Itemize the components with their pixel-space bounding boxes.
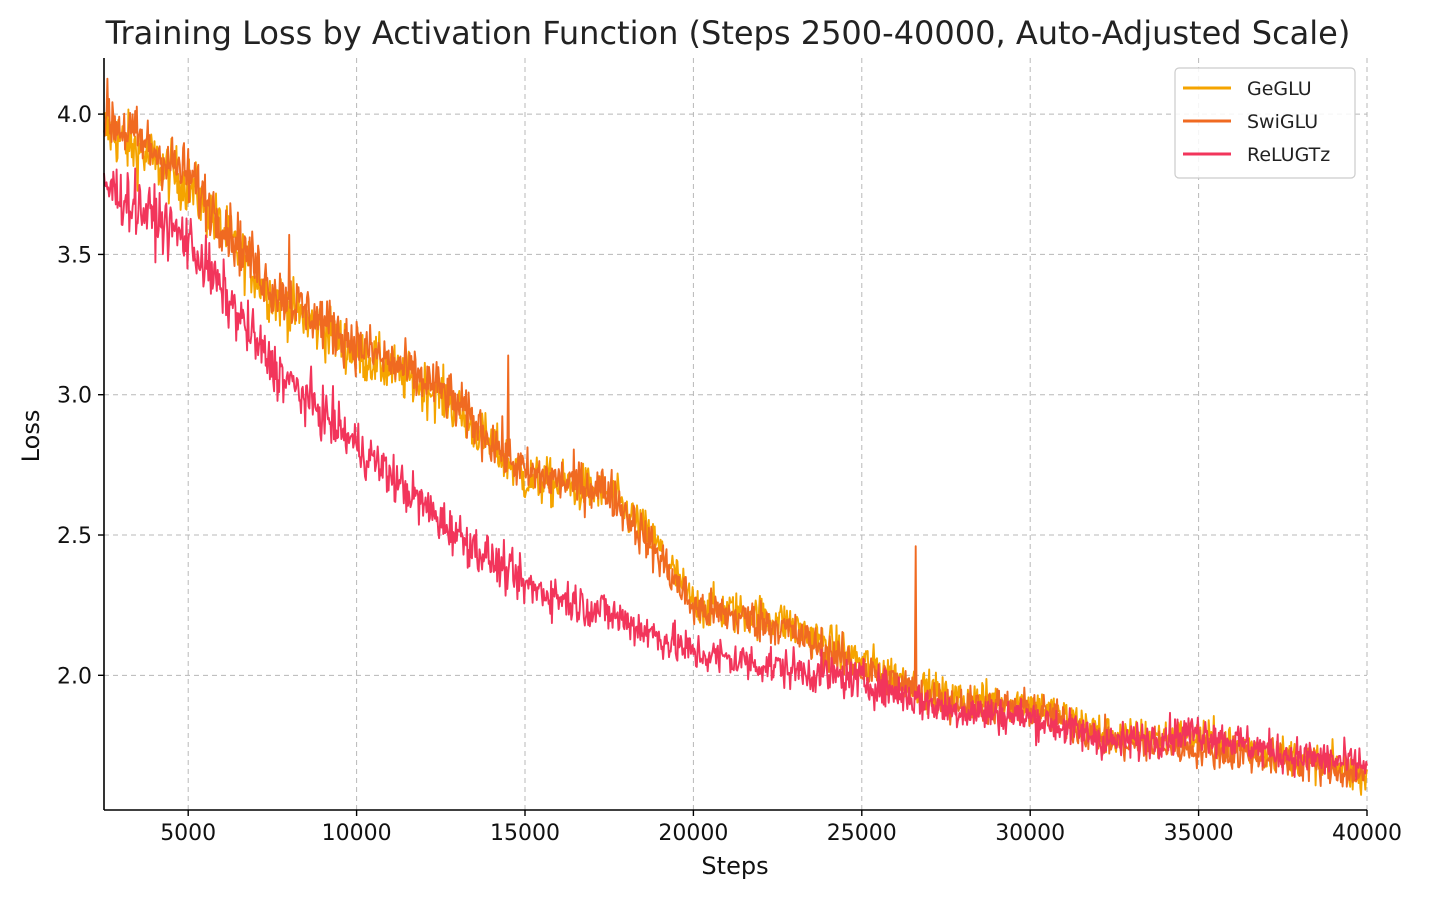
x-tick-label: 10000 [322, 821, 392, 846]
y-tick-label: 2.0 [57, 664, 92, 689]
legend: GeGLU SwiGLU ReLUGTz [1174, 67, 1356, 179]
x-axis-label: Steps [701, 852, 768, 880]
y-tick-label: 4.0 [57, 103, 92, 128]
x-tick-label: 35000 [1164, 821, 1234, 846]
x-tick-label: 15000 [490, 821, 560, 846]
legend-box [1174, 67, 1356, 179]
x-tick-label: 20000 [658, 821, 728, 846]
y-tick-label: 2.5 [57, 524, 92, 549]
y-axis-label: Loss [17, 410, 45, 463]
x-tick-label: 5000 [160, 821, 216, 846]
legend-label-swiglu: SwiGLU [1247, 111, 1318, 133]
series-line-geglu [103, 108, 1368, 796]
chart-title: Training Loss by Activation Function (St… [105, 14, 1351, 52]
legend-label-relugtz: ReLUGTz [1247, 144, 1330, 166]
y-ticks: 2.0 2.5 3.0 3.5 4.0 [57, 103, 104, 689]
x-tick-label: 30000 [995, 821, 1065, 846]
series-line-relugtz [103, 167, 1368, 781]
y-tick-label: 3.0 [57, 384, 92, 409]
series-line-swiglu [103, 77, 1368, 788]
x-ticks: 5000 10000 15000 20000 25000 30000 35000 40000 [160, 810, 1402, 846]
x-tick-label: 25000 [827, 821, 897, 846]
x-tick-label: 40000 [1332, 821, 1402, 846]
y-tick-label: 3.5 [57, 243, 92, 268]
series-lines [103, 77, 1368, 796]
legend-label-geglu: GeGLU [1247, 78, 1312, 100]
